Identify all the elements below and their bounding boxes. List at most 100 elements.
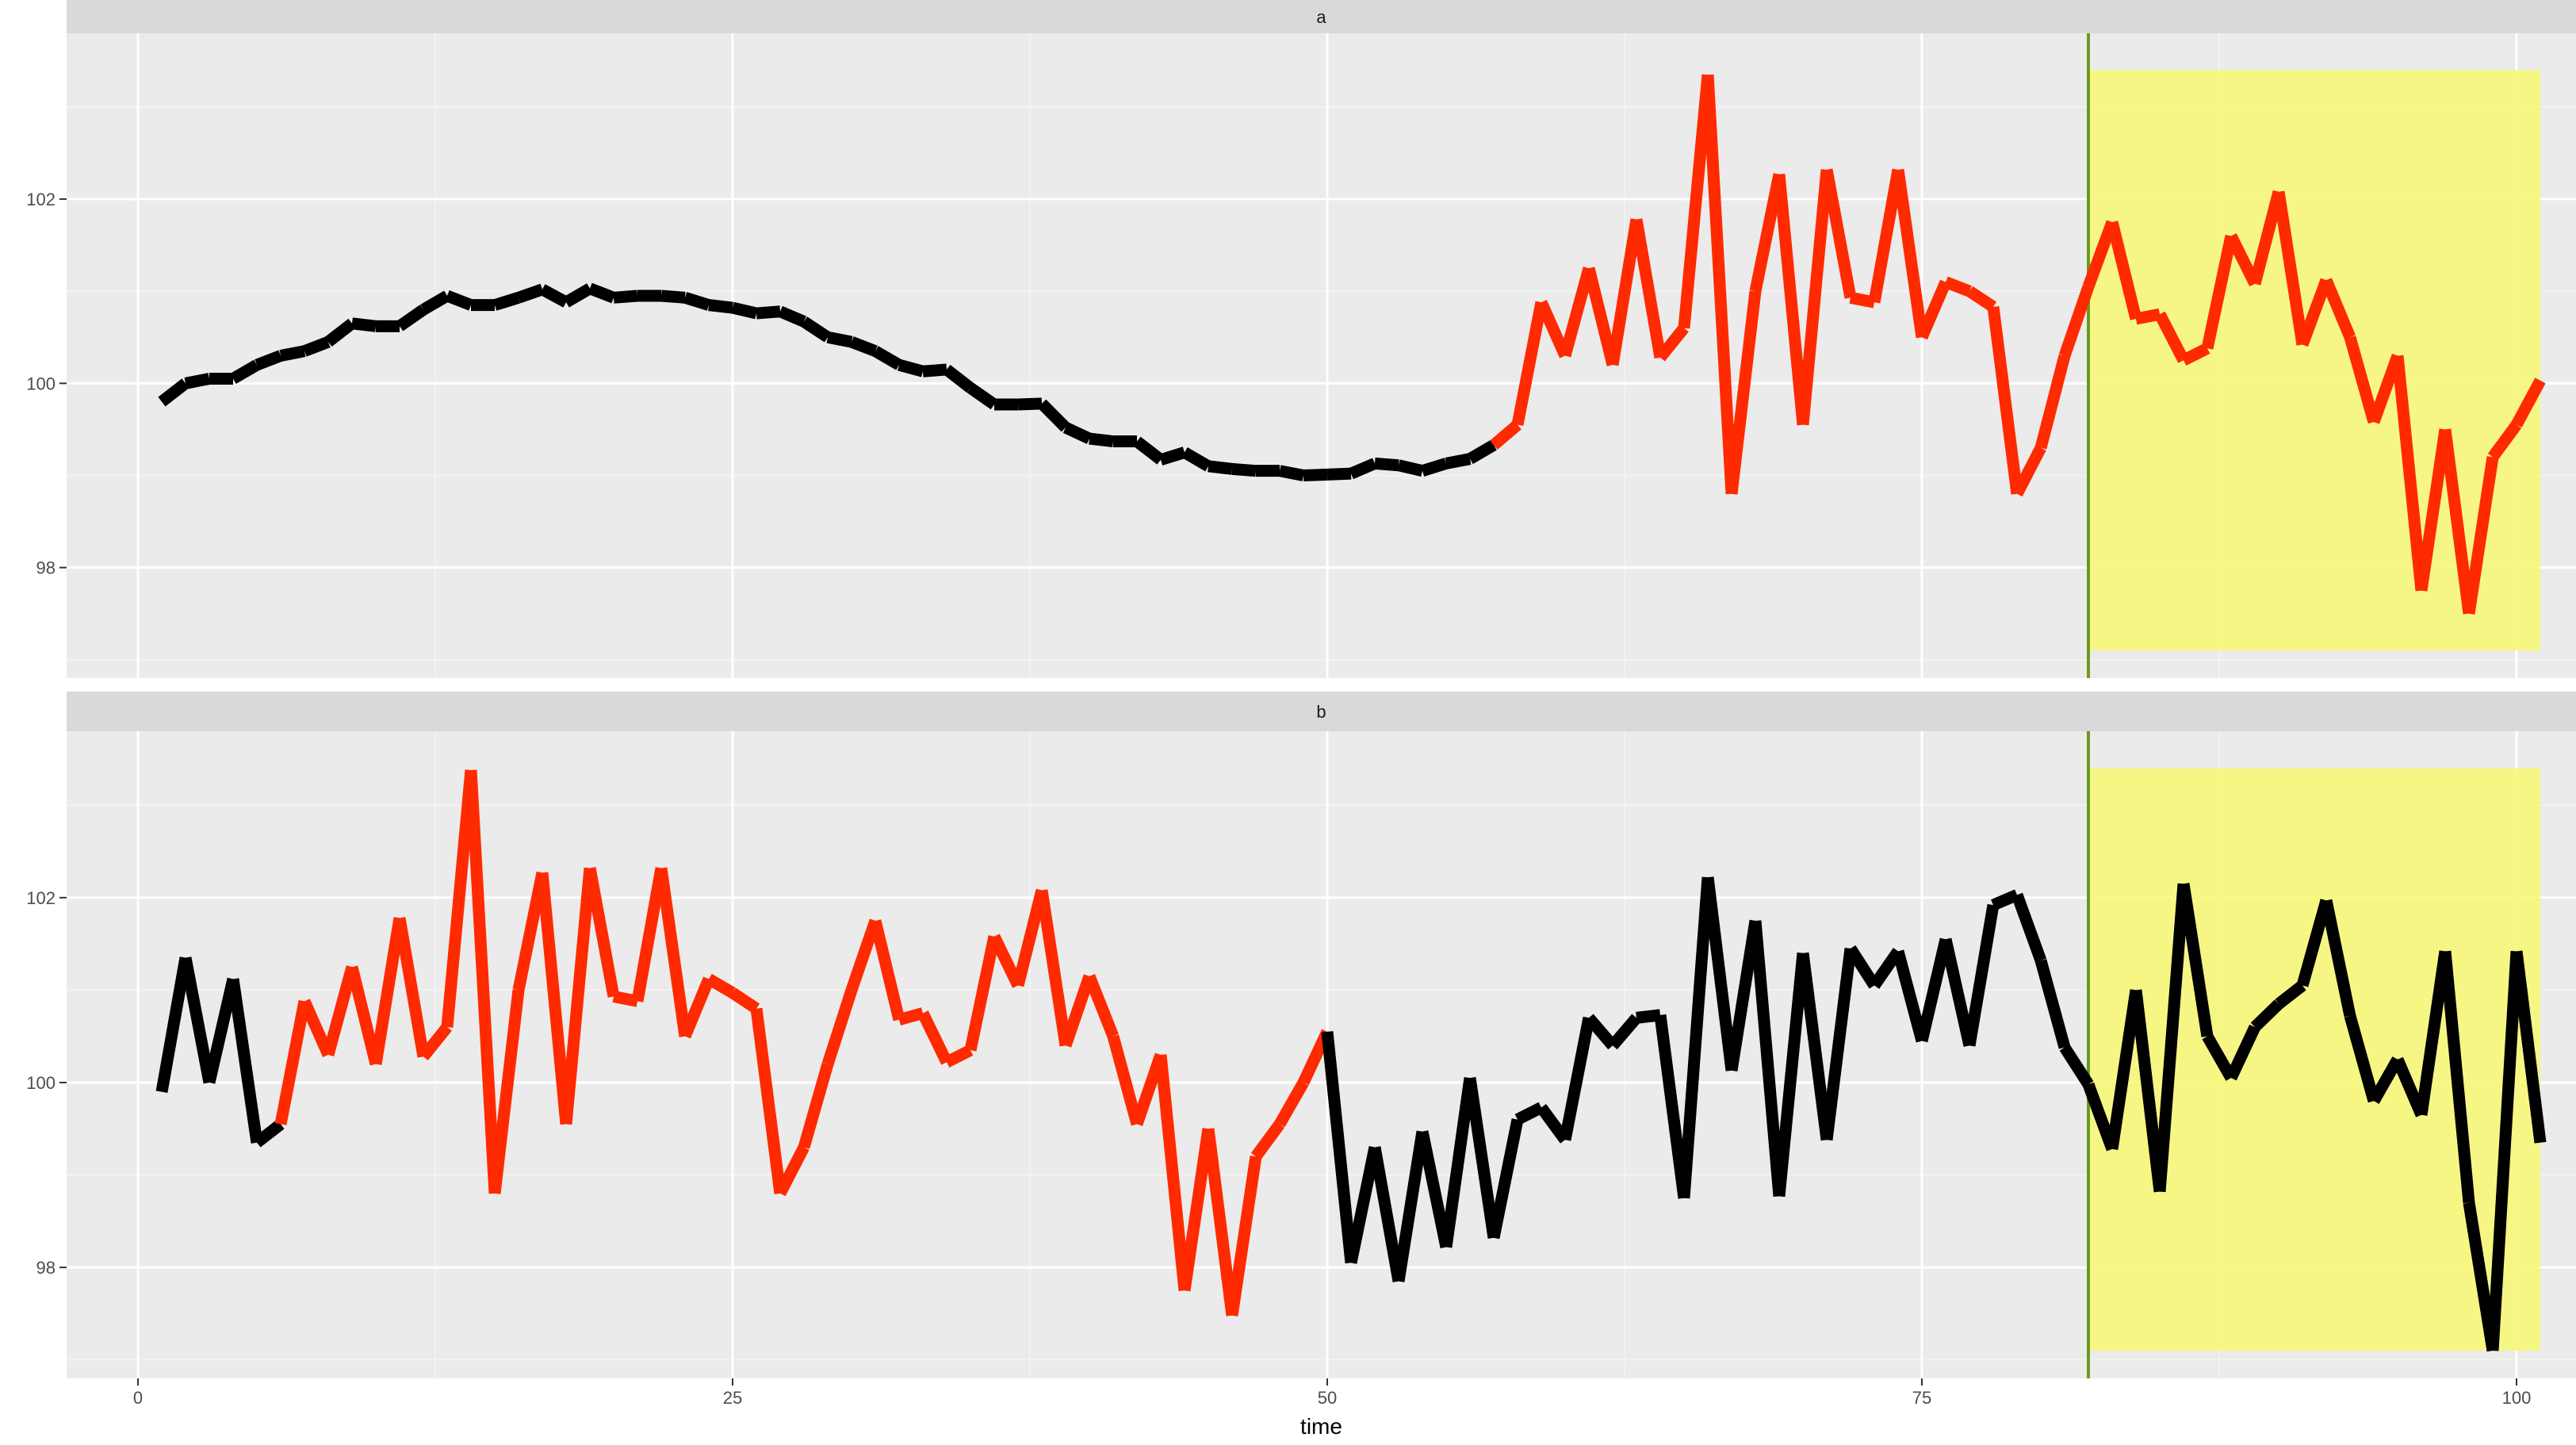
series-segment: [1845, 945, 1880, 989]
x-tick-label: 25: [723, 1388, 742, 1408]
series-segment: [2154, 311, 2189, 363]
series-segment: [1208, 460, 1233, 475]
series-segment: [2106, 220, 2142, 320]
series-segment: [1035, 889, 1072, 1047]
y-tick-label: 102: [26, 888, 56, 908]
series-segment: [2511, 378, 2546, 428]
series-segment: [1374, 457, 1399, 472]
series-segment: [964, 935, 1001, 1052]
series-segment: [1037, 399, 1070, 432]
series-segment: [1583, 266, 1619, 366]
series-segment: [322, 965, 358, 1056]
series-segment: [274, 999, 311, 1125]
x-axis-title: time: [1300, 1414, 1342, 1439]
series-segment: [2486, 950, 2523, 1351]
series-segment: [2249, 190, 2285, 286]
series-segment: [1725, 919, 1762, 1071]
facet-strip: [67, 692, 2576, 731]
series-segment: [279, 345, 306, 362]
series-segment: [1231, 462, 1257, 477]
series-segment: [1181, 447, 1211, 472]
series-segment: [227, 978, 263, 1144]
series-segment: [230, 359, 260, 385]
series-segment: [2226, 1024, 2260, 1081]
series-segment: [539, 284, 569, 308]
series-segment: [1559, 266, 1595, 358]
series-segment: [683, 292, 711, 311]
series-segment: [1963, 903, 2000, 1047]
series-segment: [1226, 1156, 1262, 1317]
series-segment: [324, 318, 356, 347]
y-tick-label: 102: [26, 190, 56, 209]
series-segment: [2272, 190, 2309, 346]
series-segment: [2134, 308, 2161, 325]
series-segment: [1467, 439, 1497, 465]
series-segment: [351, 317, 377, 332]
series-segment: [1250, 1120, 1285, 1160]
series-segment: [1321, 1031, 1357, 1264]
series-segment: [1420, 458, 1449, 477]
series-segment: [1608, 1014, 1641, 1050]
series-segment: [2487, 421, 2522, 461]
series-segment: [465, 769, 501, 1194]
series-segment: [1701, 876, 1738, 1071]
series-segment: [2082, 220, 2119, 289]
series-segment: [1678, 74, 1714, 329]
series-segment: [1797, 952, 1833, 1141]
series-segment: [2320, 899, 2356, 1018]
series-segment: [613, 289, 638, 304]
series-segment: [2059, 1044, 2094, 1088]
series-segment: [2368, 1056, 2403, 1105]
series-segment: [1939, 937, 1976, 1047]
series-segment: [420, 290, 450, 315]
x-tick-label: 50: [1318, 1388, 1337, 1408]
series-segment: [393, 917, 430, 1058]
series-segment: [1158, 447, 1187, 466]
series-segment: [563, 283, 593, 308]
series-segment: [1278, 465, 1305, 481]
series-segment: [203, 977, 239, 1084]
series-segment: [898, 358, 924, 378]
series-segment: [179, 956, 216, 1084]
series-segment: [1416, 1130, 1453, 1248]
series-segment: [1965, 286, 1997, 312]
series-segment: [1464, 1077, 1500, 1239]
series-segment: [302, 336, 331, 357]
series-segment: [1178, 1128, 1215, 1292]
series-segment: [1303, 468, 1328, 481]
series-segment: [445, 290, 473, 311]
series-segment: [2415, 428, 2452, 592]
series-segment: [1445, 453, 1472, 470]
series-segment: [2344, 1014, 2380, 1103]
series-segment: [1820, 168, 1857, 299]
series-segment: [944, 1044, 974, 1068]
series-segment: [1584, 1014, 1617, 1050]
series-segment: [1916, 937, 1952, 1043]
series-segment: [1392, 1130, 1429, 1282]
series-segment: [1773, 952, 1809, 1198]
series-segment: [2510, 950, 2547, 1144]
series-segment: [1059, 974, 1096, 1048]
series-segment: [1107, 1034, 1143, 1126]
series-segment: [821, 988, 858, 1066]
series-segment: [869, 919, 905, 1021]
series-segment: [441, 769, 477, 1028]
series-segment: [922, 363, 947, 378]
series-segment: [2296, 899, 2333, 987]
series-segment: [1514, 1102, 1544, 1125]
series-segment: [1490, 420, 1521, 450]
series-segment: [660, 289, 686, 304]
facet-strip: [67, 0, 2576, 33]
series-segment: [729, 987, 760, 1014]
series-segment: [1487, 1118, 1524, 1240]
series-segment: [750, 1007, 787, 1194]
series-segment: [1725, 290, 1762, 495]
y-tick-label: 98: [36, 1258, 56, 1278]
series-segment: [2011, 892, 2047, 963]
series-segment: [158, 378, 189, 407]
series-segment: [255, 350, 283, 371]
series-segment: [631, 867, 668, 1002]
series-segment: [2130, 989, 2166, 1193]
series-segment: [536, 872, 572, 1125]
